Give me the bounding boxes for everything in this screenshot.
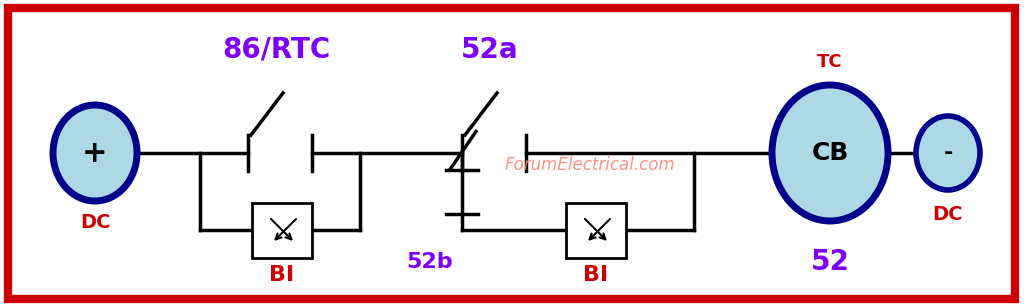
Ellipse shape bbox=[916, 116, 980, 190]
Ellipse shape bbox=[772, 85, 888, 221]
Text: +: + bbox=[82, 138, 108, 168]
Text: 86/RTC: 86/RTC bbox=[222, 36, 330, 64]
FancyBboxPatch shape bbox=[252, 203, 312, 258]
Text: 52: 52 bbox=[811, 248, 850, 276]
FancyBboxPatch shape bbox=[566, 203, 626, 258]
Text: 52a: 52a bbox=[461, 36, 519, 64]
Text: DC: DC bbox=[80, 212, 111, 231]
FancyBboxPatch shape bbox=[8, 8, 1015, 299]
Text: BI: BI bbox=[269, 265, 295, 285]
Text: 52b: 52b bbox=[407, 252, 454, 272]
Text: -: - bbox=[943, 143, 952, 163]
Text: BI: BI bbox=[584, 265, 608, 285]
Text: ForumElectrical.com: ForumElectrical.com bbox=[505, 156, 675, 174]
Ellipse shape bbox=[53, 105, 137, 201]
Text: TC: TC bbox=[817, 53, 843, 71]
Text: CB: CB bbox=[811, 141, 849, 165]
Text: DC: DC bbox=[933, 205, 964, 224]
